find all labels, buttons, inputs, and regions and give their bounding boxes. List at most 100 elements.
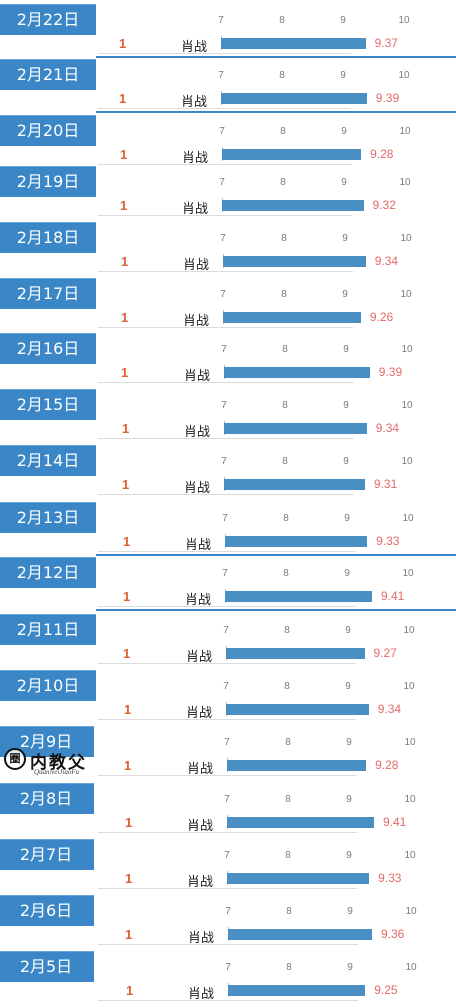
tick-label: 7 [219,177,225,188]
tick-label: 9 [344,513,350,524]
tick-label: 9 [342,233,348,244]
row-baseline [98,719,356,720]
date-label: 2月10日 [0,670,96,701]
row-separator [96,111,456,113]
tick-label: 7 [225,906,231,917]
row-baseline [98,888,357,889]
tick-label: 7 [221,400,227,411]
artist-name: 肖战 [188,987,215,1002]
rank-number: 1 [121,365,129,380]
score-bar [227,873,370,884]
tick-label: 9 [340,70,346,81]
tick-label: 8 [281,289,287,300]
tick-label: 7 [225,962,231,973]
chart-row: 2月13日 7 8 9 10 1 肖战 9.33 [0,502,456,558]
tick-label: 10 [404,850,416,861]
chart-row: 2月7日 7 8 9 10 1 肖战 9.33 [0,839,456,895]
tick-label: 10 [405,962,417,973]
tick-label: 7 [218,15,224,26]
tick-label: 7 [224,794,230,805]
rank-number: 1 [119,91,127,106]
tick-label: 7 [220,289,226,300]
tick-label: 9 [345,625,351,636]
row-baseline [98,108,351,109]
row-baseline [98,1000,358,1001]
row-baseline [98,271,353,272]
row-separator [96,609,456,611]
tick-label: 8 [286,906,292,917]
row-separator [96,554,456,556]
chart-row: 2月5日 7 8 9 10 1 肖战 9.25 [0,951,456,1007]
rank-number: 1 [120,147,128,162]
artist-name: 肖战 [183,258,210,273]
score-value-label: 9.36 [380,927,405,941]
tick-label: 10 [399,177,411,188]
date-label: 2月16日 [0,333,96,364]
score-bar [226,648,365,659]
date-label: 2月15日 [0,389,96,420]
score-bar [228,929,372,940]
score-bar [227,817,374,828]
rank-number: 1 [123,589,131,604]
tick-label: 10 [398,15,410,26]
row-separator [96,56,456,58]
artist-name: 肖战 [185,593,212,608]
tick-label: 8 [285,850,291,861]
tick-label: 9 [347,962,353,973]
tick-label: 7 [222,513,228,524]
tick-label: 8 [280,126,286,137]
artist-name: 肖战 [188,931,215,946]
score-bar [228,985,366,996]
chart-row: 2月14日 7 8 9 10 1 肖战 9.31 [0,445,456,501]
score-value-label: 9.26 [369,310,394,324]
date-label: 2月13日 [0,502,96,533]
chart-row: 2月19日 7 8 9 10 1 肖战 9.32 [0,166,456,222]
tick-label: 9 [343,344,349,355]
date-label: 2月7日 [0,839,94,870]
tick-label: 10 [404,737,416,748]
date-label: 2月22日 [0,4,96,35]
tick-label: 9 [346,737,352,748]
rank-number: 1 [120,198,128,213]
date-label: 2月6日 [0,895,94,926]
score-bar [225,536,368,547]
row-baseline [98,215,352,216]
row-baseline [98,551,355,552]
date-label: 2月21日 [0,59,96,90]
score-bar [222,149,362,160]
tick-label: 8 [284,625,290,636]
tick-label: 10 [399,126,411,137]
tick-label: 10 [400,233,412,244]
artist-name: 肖战 [184,369,211,384]
score-bar [221,38,366,49]
rank-number: 1 [123,534,131,549]
tick-label: 8 [281,233,287,244]
artist-name: 肖战 [183,314,210,329]
artist-name: 肖战 [187,762,214,777]
rank-number: 1 [124,702,132,717]
rank-number: 1 [125,815,133,830]
tick-label: 9 [344,568,350,579]
rank-number: 1 [121,310,129,325]
chart-row: 2月17日 7 8 9 10 1 肖战 9.26 [0,278,456,334]
tick-label: 9 [346,850,352,861]
date-label: 2月11日 [0,614,96,645]
score-value-label: 9.41 [381,589,405,603]
rank-number: 1 [124,758,132,773]
rank-number: 1 [122,421,130,436]
tick-label: 10 [398,70,410,81]
tick-label: 10 [400,289,412,300]
artist-name: 肖战 [181,40,208,55]
rank-number: 1 [126,983,134,998]
rank-number: 1 [121,254,129,269]
tick-label: 9 [340,15,346,26]
rank-number: 1 [125,927,133,942]
score-bar [221,93,367,104]
tick-label: 9 [343,400,349,411]
tick-label: 7 [219,126,225,137]
row-baseline [98,606,355,607]
watermark-text: 内教父 [30,753,87,773]
tick-label: 9 [347,906,353,917]
tick-label: 8 [282,400,288,411]
